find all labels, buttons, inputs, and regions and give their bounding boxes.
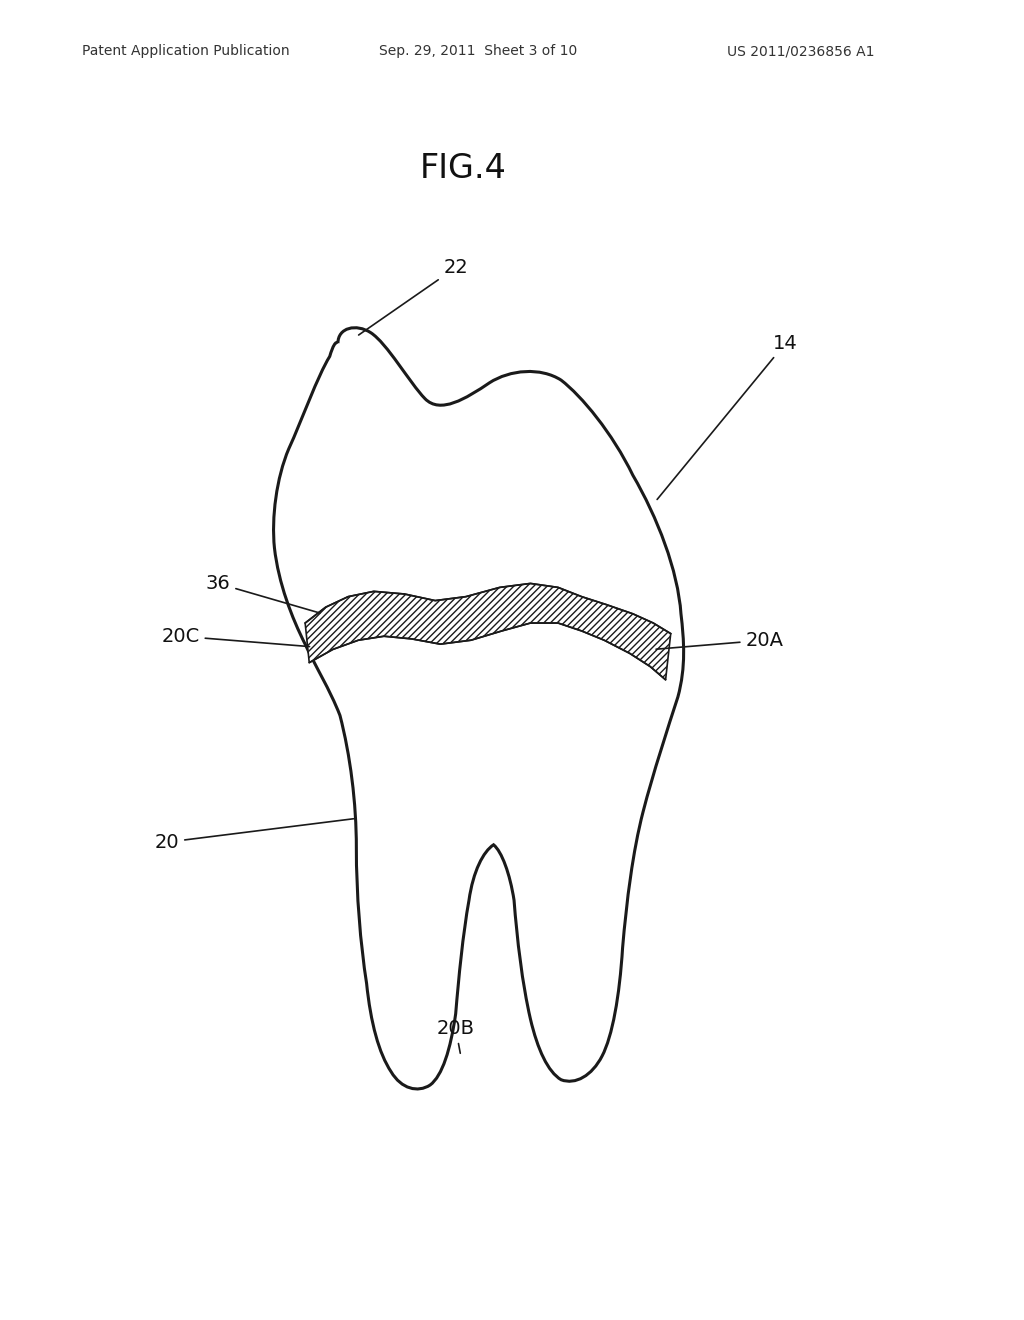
Text: US 2011/0236856 A1: US 2011/0236856 A1 bbox=[727, 45, 874, 58]
Text: 20B: 20B bbox=[436, 1019, 475, 1053]
Text: FIG.4: FIG.4 bbox=[420, 152, 507, 185]
Text: 20C: 20C bbox=[162, 627, 309, 647]
Text: Sep. 29, 2011  Sheet 3 of 10: Sep. 29, 2011 Sheet 3 of 10 bbox=[379, 45, 578, 58]
PathPatch shape bbox=[273, 327, 684, 1089]
Text: Patent Application Publication: Patent Application Publication bbox=[82, 45, 290, 58]
Text: 22: 22 bbox=[358, 259, 468, 335]
Text: 14: 14 bbox=[657, 334, 798, 499]
Text: 36: 36 bbox=[206, 574, 319, 612]
Text: 20A: 20A bbox=[656, 631, 783, 649]
Text: 20: 20 bbox=[155, 818, 353, 851]
PathPatch shape bbox=[305, 583, 671, 680]
